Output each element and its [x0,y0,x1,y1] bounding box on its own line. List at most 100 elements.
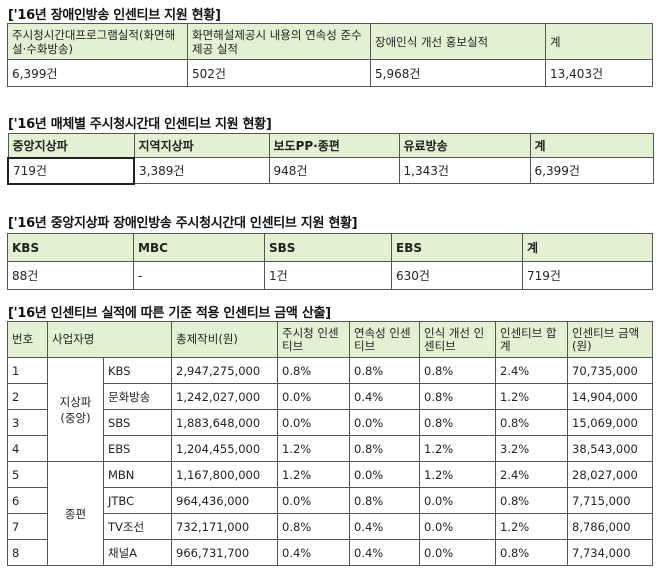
table-row-name: MBN [102,461,173,488]
s4-header-main-time: 주시청 인센티브 [277,321,351,358]
s3-value-total: 719건 [522,261,653,290]
section3-table: KBS MBC SBS EBS 계 88건 - 1건 630건 719건 [7,233,653,290]
s3-header-kbs: KBS [7,233,134,262]
section2-table: 중앙지상파 지역지상파 보도PP·종편 유료방송 계 719건 3,389건 9… [7,133,654,185]
table-row-name: EBS [102,435,173,462]
table-row-amount: 28,027,000 [567,461,654,488]
table-row-cont: 0.0% [349,409,421,436]
table-row-cont: 0.4% [349,539,421,566]
table-row-name: SBS [102,409,173,436]
table-row-sum: 2.4% [495,461,569,488]
table-row-cost: 1,167,800,000 [171,461,279,488]
table-row-no: 4 [7,435,48,462]
table-row-no: 5 [7,461,48,488]
table-row-no: 7 [7,513,48,540]
table-row-sum: 0.8% [495,487,569,514]
s1-value-continuity: 502건 [187,59,371,87]
table-row-no: 6 [7,487,48,514]
s1-value-awareness: 5,968건 [370,59,546,87]
s3-value-kbs: 88건 [7,261,134,290]
table-row-main: 0.0% [277,487,351,514]
section4-table: 번호 사업자명 총제작비(원) 주시청 인센티브 연속성 인센티브 인식 개선 … [7,321,654,566]
table-row-name: 채널A [102,539,173,566]
s3-value-sbs: 1건 [264,261,392,290]
table-row-no: 2 [7,383,48,410]
table-row-cost: 732,171,000 [171,513,279,540]
section1-table: 주시청시간대프로그램실적(화면해설·수화방송) 화면해설제공시 내용의 연속성 … [7,23,653,87]
table-row-amount: 8,786,000 [567,513,654,540]
group-jongpyeon: 종편 [47,461,104,566]
table-row-sum: 2.4% [495,357,569,384]
table-row-amount: 38,543,000 [567,435,654,462]
s2-value-paid: 1,343건 [398,157,531,184]
table-row-aware: 0.8% [419,383,497,410]
table-row-cost: 964,436,000 [171,487,279,514]
table-row-cont: 0.4% [349,513,421,540]
table-row-aware: 1.2% [419,435,497,462]
table-row-aware: 1.2% [419,461,497,488]
s4-header-no: 번호 [7,321,48,358]
table-row-main: 1.2% [277,435,351,462]
s2-header-news-pp: 보도PP·종편 [268,133,400,158]
table-row-aware: 0.0% [419,487,497,514]
table-row-cost: 1,242,027,000 [171,383,279,410]
s4-header-sum: 인센티브 합계 [495,321,569,358]
s3-header-mbc: MBC [133,233,265,262]
table-row-main: 0.0% [277,409,351,436]
table-row-amount: 70,735,000 [567,357,654,384]
s2-header-total: 계 [529,133,654,158]
s3-value-ebs: 630건 [391,261,523,290]
table-row-name: TV조선 [102,513,173,540]
table-row-cont: 0.4% [349,383,421,410]
table-row-cost: 2,947,275,000 [171,357,279,384]
s2-value-total: 6,399건 [529,157,654,184]
table-row-sum: 1.2% [495,383,569,410]
s4-header-company: 사업자명 [46,321,173,358]
table-row-cont: 0.8% [349,487,421,514]
s3-header-sbs: SBS [264,233,392,262]
s3-value-mbc: - [133,261,265,290]
table-row-sum: 1.2% [495,513,569,540]
table-row-name: KBS [102,357,173,384]
table-row-sum: 0.8% [495,409,569,436]
table-row-aware: 0.8% [419,409,497,436]
table-row-cont: 0.0% [349,461,421,488]
s4-header-amount: 인센티브 금액(원) [567,321,654,358]
section4-title: ['16년 인센티브 실적에 따른 기준 적용 인센티브 금액 산출] [8,306,331,321]
table-row-name: JTBC [102,487,173,514]
s4-header-continuity: 연속성 인센티브 [349,321,421,358]
table-row-main: 0.4% [277,539,351,566]
s4-header-awareness: 인식 개선 인센티브 [419,321,497,358]
table-row-cost: 1,883,648,000 [171,409,279,436]
table-row-main: 0.0% [277,383,351,410]
table-row-amount: 14,904,000 [567,383,654,410]
table-row-sum: 0.8% [495,539,569,566]
group-terrestrial: 지상파 (중앙) [47,357,104,462]
s1-header-awareness: 장애인식 개선 홍보실적 [370,23,546,60]
table-row-cost: 966,731,700 [171,539,279,566]
table-row-no: 8 [7,539,48,566]
s2-value-news-pp: 948건 [268,157,400,184]
s1-value-main-time: 6,399건 [7,59,188,87]
table-row-no: 3 [7,409,48,436]
table-row-cost: 1,204,455,000 [171,435,279,462]
section2-title: ['16년 매체별 주시청시간대 인센티브 지원 현황] [8,117,272,132]
table-row-amount: 15,069,000 [567,409,654,436]
table-row-aware: 0.0% [419,539,497,566]
table-row-name: 문화방송 [102,383,173,410]
s2-header-central: 중앙지상파 [7,133,135,158]
table-row-no: 1 [7,357,48,384]
s2-header-regional: 지역지상파 [133,133,270,158]
s1-value-total: 13,403건 [545,59,653,87]
s4-header-cost: 총제작비(원) [171,321,279,358]
s1-header-main-time: 주시청시간대프로그램실적(화면해설·수화방송) [7,23,188,60]
table-row-cont: 0.8% [349,435,421,462]
table-row-aware: 0.8% [419,357,497,384]
table-row-sum: 3.2% [495,435,569,462]
s2-value-regional: 3,389건 [133,157,270,184]
table-row-main: 0.8% [277,357,351,384]
section1-title: ['16년 장애인방송 인센티브 지원 현황] [8,8,221,23]
table-row-amount: 7,715,000 [567,487,654,514]
s1-header-total: 계 [545,23,653,60]
table-row-cont: 0.8% [349,357,421,384]
